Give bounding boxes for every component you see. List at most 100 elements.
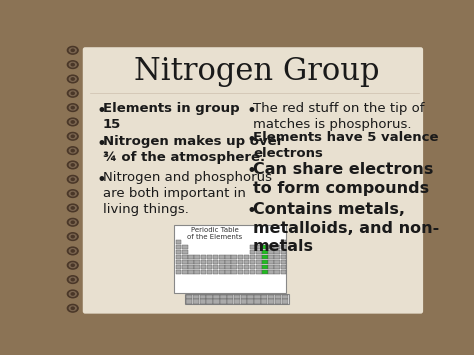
Ellipse shape [71,106,74,109]
Ellipse shape [67,75,78,83]
Bar [225,260,231,264]
Bar [213,295,219,299]
Bar [220,299,227,304]
Bar [227,295,233,299]
Bar [200,295,206,299]
Ellipse shape [71,221,74,223]
Text: •: • [247,102,256,120]
Ellipse shape [67,89,78,97]
Bar [213,264,219,269]
Ellipse shape [69,248,76,253]
Bar [193,299,199,304]
Ellipse shape [71,178,74,180]
Bar [176,255,182,259]
Ellipse shape [71,164,74,166]
Text: •: • [97,102,107,120]
Bar [225,255,231,259]
Bar [194,264,200,269]
Bar [231,255,237,259]
Bar [268,255,274,259]
Bar [194,260,200,264]
Bar [274,260,280,264]
Ellipse shape [71,235,74,238]
Ellipse shape [71,250,74,252]
Bar [188,264,194,269]
Ellipse shape [67,47,78,54]
Bar [254,299,261,304]
Bar [237,264,243,269]
Bar [176,269,182,274]
Ellipse shape [67,290,78,298]
Text: •: • [247,131,256,149]
Bar [231,260,237,264]
Bar [176,264,182,269]
Bar [206,295,213,299]
Ellipse shape [69,91,76,95]
Bar [193,295,199,299]
Ellipse shape [69,191,76,196]
Bar [237,269,243,274]
Bar [219,260,225,264]
Text: •: • [247,202,256,220]
Ellipse shape [71,307,74,310]
Bar [244,264,249,269]
Bar [186,295,192,299]
Ellipse shape [67,175,78,183]
Bar [231,269,237,274]
Text: Can share electrons
to form compounds: Can share electrons to form compounds [253,162,433,196]
Ellipse shape [69,77,76,81]
Bar [213,260,219,264]
Bar [281,264,286,269]
Bar [262,269,268,274]
Bar [274,269,280,274]
Ellipse shape [69,306,76,311]
Bar [256,269,262,274]
Ellipse shape [67,204,78,212]
Ellipse shape [69,163,76,167]
Bar [281,269,286,274]
Bar [176,260,182,264]
Bar [201,269,206,274]
Bar [281,240,286,244]
Bar [186,299,192,304]
Bar [207,260,212,264]
Ellipse shape [69,177,76,182]
Text: Nitrogen and phosphorus
are both important in
living things.: Nitrogen and phosphorus are both importa… [103,171,272,216]
Bar [201,255,206,259]
Text: Elements in group
15: Elements in group 15 [103,102,239,131]
Ellipse shape [71,78,74,80]
Bar [237,255,243,259]
Bar [234,295,240,299]
Bar [281,255,286,259]
Bar [250,245,255,249]
Bar [250,264,255,269]
Bar [182,250,188,254]
Bar [261,299,267,304]
Bar [262,264,268,269]
Bar [237,260,243,264]
Bar [194,269,200,274]
Bar [274,255,280,259]
Ellipse shape [71,293,74,295]
Bar [207,264,212,269]
Bar [188,260,194,264]
Bar [194,255,200,259]
Ellipse shape [67,261,78,269]
Ellipse shape [69,234,76,239]
Ellipse shape [71,278,74,281]
Bar [262,245,268,249]
Bar [274,245,280,249]
Ellipse shape [71,192,74,195]
Bar [275,295,281,299]
Text: Nitrogen Group: Nitrogen Group [134,56,380,87]
Ellipse shape [67,147,78,154]
Ellipse shape [71,49,74,51]
Bar [250,260,255,264]
Ellipse shape [71,135,74,137]
Bar [241,295,247,299]
Bar [182,255,188,259]
Bar [256,260,262,264]
Ellipse shape [69,105,76,110]
Ellipse shape [69,148,76,153]
Bar [219,255,225,259]
